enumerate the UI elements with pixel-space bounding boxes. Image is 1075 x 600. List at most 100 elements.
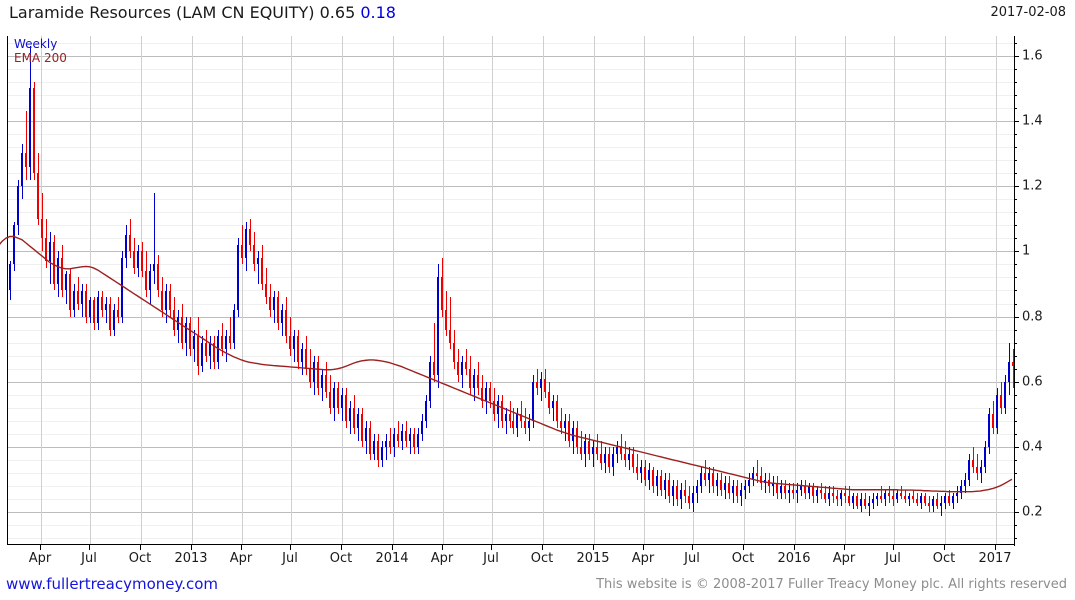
candle-body (393, 434, 395, 448)
candle-body (45, 238, 47, 262)
candle-body (333, 388, 335, 408)
y-axis-label: 1.2 (1022, 178, 1043, 194)
candle-body (540, 378, 542, 389)
candle-body (732, 486, 734, 493)
x-axis-tick (491, 545, 492, 550)
candle-body (261, 257, 263, 284)
candle-body (133, 251, 135, 268)
candle-body (676, 486, 678, 500)
candle-body (457, 362, 459, 376)
y-axis-tick-minor (1014, 212, 1017, 213)
candle-wick (789, 483, 790, 503)
candle-body (980, 466, 982, 474)
y-axis-tick-minor (1014, 43, 1017, 44)
x-axis-label: Oct (128, 551, 152, 566)
candle-body (656, 476, 658, 487)
candle-body (181, 316, 183, 343)
gridline-minor (8, 82, 1014, 83)
candle-body (349, 407, 351, 421)
candle-body (928, 502, 930, 506)
candle-body (956, 492, 958, 497)
y-axis-tick-minor (1014, 499, 1017, 500)
candle-body (373, 440, 375, 454)
candle-body (616, 447, 618, 454)
candle-body (936, 499, 938, 506)
candle-body (49, 241, 51, 262)
candle-body (972, 460, 974, 467)
candle-body (1008, 362, 1010, 382)
candle-body (756, 473, 758, 477)
candle-body (209, 342, 211, 356)
candle-body (221, 336, 223, 350)
candle-body (856, 496, 858, 506)
x-axis-tick (692, 545, 693, 550)
x-axis-tick (40, 545, 41, 550)
candle-body (213, 342, 215, 363)
candle-body (385, 440, 387, 448)
site-url-link[interactable]: www.fullertreacymoney.com (6, 575, 219, 593)
candle-body (620, 447, 622, 454)
candle-body (461, 362, 463, 376)
y-axis-tick-minor (1014, 434, 1017, 435)
candle-wick (709, 466, 710, 493)
candle-body (317, 362, 319, 389)
y-axis-tick-minor (1014, 238, 1017, 239)
candle-body (844, 492, 846, 497)
candle-body (61, 257, 63, 291)
candle-body (792, 489, 794, 493)
candle-body (724, 483, 726, 490)
candle-wick (529, 414, 530, 441)
candle-body (141, 251, 143, 271)
candle-body (481, 388, 483, 402)
candle-body (516, 414, 518, 428)
candle-body (908, 496, 910, 500)
candle-body (437, 277, 439, 376)
candle-body (165, 290, 167, 311)
candle-body (421, 421, 423, 435)
y-axis-tick-minor (1014, 356, 1017, 357)
candle-body (109, 303, 111, 330)
x-axis-tick (643, 545, 644, 550)
y-axis-label: 1.4 (1022, 113, 1043, 129)
candle-body (720, 479, 722, 490)
candle-body (868, 502, 870, 506)
candle-body (808, 486, 810, 493)
candle-body (588, 440, 590, 454)
candle-body (548, 391, 550, 408)
x-axis-label: 2014 (375, 551, 409, 566)
x-axis-label: Apr (832, 551, 856, 566)
candle-body (253, 244, 255, 265)
candle-body (477, 375, 479, 389)
candle-body (193, 336, 195, 350)
candle-body (828, 492, 830, 500)
x-axis-label: Apr (28, 551, 52, 566)
x-axis-label: Jul (483, 551, 499, 566)
candle-wick (386, 434, 387, 461)
candle-body (944, 496, 946, 503)
x-axis-tick (944, 545, 945, 550)
candle-body (916, 499, 918, 503)
candle-body (776, 483, 778, 493)
candle-body (433, 362, 435, 376)
candle-body (201, 342, 203, 366)
y-axis-label: 0.2 (1022, 504, 1043, 520)
candle-body (473, 375, 475, 389)
candle-body (57, 257, 59, 284)
copyright-notice: This website is © 2008-2017 Fuller Treac… (596, 577, 1067, 592)
candle-body (900, 492, 902, 497)
candle-body (277, 297, 279, 324)
gridline-minor (8, 499, 1014, 500)
candle-body (700, 473, 702, 487)
candle-body (137, 251, 139, 268)
candle-body (668, 479, 670, 497)
candle-body (704, 473, 706, 480)
price-chart-plot[interactable]: Weekly EMA 200 (0, 36, 1014, 545)
candle-body (924, 496, 926, 503)
candle-body (744, 486, 746, 490)
candle-body (816, 489, 818, 497)
x-axis-label: Oct (530, 551, 554, 566)
candle-body (389, 440, 391, 448)
gridline-minor (8, 199, 1014, 200)
candle-body (177, 316, 179, 330)
